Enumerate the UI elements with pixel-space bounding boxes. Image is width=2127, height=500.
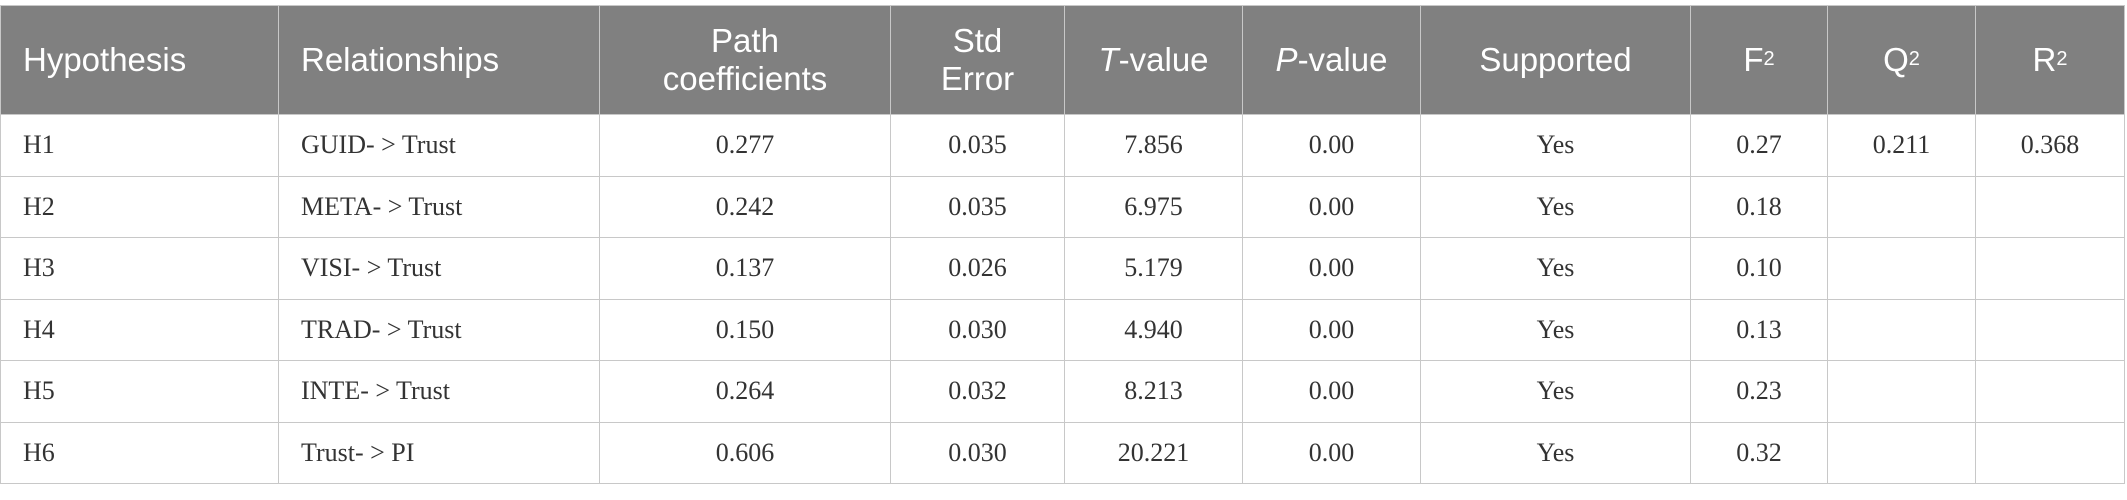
- cell-t: 20.221: [1064, 421, 1243, 484]
- cell-q2: [1827, 421, 1976, 484]
- cell-f2: 0.18: [1690, 175, 1828, 238]
- header-q-sup: 2: [1908, 48, 1920, 70]
- cell-r2: [1975, 421, 2125, 484]
- table-row: H1 GUID- > Trust 0.277 0.035 7.856 0.00 …: [0, 114, 2125, 177]
- header-t-rest: -value: [1118, 41, 1209, 78]
- cell-path: 0.264: [599, 360, 891, 423]
- cell-path: 0.606: [599, 421, 891, 484]
- cell-r2: 0.368: [1975, 114, 2125, 177]
- table-header: Hypothesis Relationships Path coefficient…: [0, 5, 2125, 115]
- cell-relationship: META- > Trust: [278, 175, 600, 238]
- cell-relationship: Trust- > PI: [278, 421, 600, 484]
- header-r-squared: R2: [1975, 5, 2125, 115]
- cell-hypothesis: H6: [0, 421, 279, 484]
- table-row: H2 META- > Trust 0.242 0.035 6.975 0.00 …: [0, 175, 2125, 238]
- cell-r2: [1975, 360, 2125, 423]
- cell-p: 0.00: [1242, 360, 1421, 423]
- cell-std: 0.030: [890, 298, 1065, 361]
- cell-q2: 0.211: [1827, 114, 1976, 177]
- cell-hypothesis: H1: [0, 114, 279, 177]
- table-row: H6 Trust- > PI 0.606 0.030 20.221 0.00 Y…: [0, 421, 2125, 484]
- header-t-value: T-value: [1064, 5, 1243, 115]
- header-path-coefficients: Path coefficients: [599, 5, 891, 115]
- header-t-italic: T: [1098, 41, 1119, 78]
- cell-relationship: GUID- > Trust: [278, 114, 600, 177]
- header-path-line1: Path: [711, 22, 779, 59]
- header-q-base: Q: [1883, 41, 1909, 78]
- cell-t: 4.940: [1064, 298, 1243, 361]
- header-q-squared: Q2: [1827, 5, 1976, 115]
- cell-hypothesis: H4: [0, 298, 279, 361]
- cell-std: 0.032: [890, 360, 1065, 423]
- header-p-italic: P: [1275, 41, 1298, 78]
- cell-std: 0.035: [890, 114, 1065, 177]
- hypothesis-results-table: Hypothesis Relationships Path coefficient…: [0, 5, 2125, 484]
- cell-f2: 0.10: [1690, 237, 1828, 300]
- cell-supported: Yes: [1420, 360, 1691, 423]
- cell-f2: 0.13: [1690, 298, 1828, 361]
- cell-t: 8.213: [1064, 360, 1243, 423]
- cell-f2: 0.23: [1690, 360, 1828, 423]
- cell-hypothesis: H5: [0, 360, 279, 423]
- cell-f2: 0.32: [1690, 421, 1828, 484]
- header-std-error: Std Error: [890, 5, 1065, 115]
- header-f-squared: F2: [1690, 5, 1828, 115]
- cell-p: 0.00: [1242, 114, 1421, 177]
- cell-t: 7.856: [1064, 114, 1243, 177]
- table-row: H5 INTE- > Trust 0.264 0.032 8.213 0.00 …: [0, 360, 2125, 423]
- cell-q2: [1827, 175, 1976, 238]
- cell-relationship: TRAD- > Trust: [278, 298, 600, 361]
- header-row: Hypothesis Relationships Path coefficient…: [0, 5, 2125, 115]
- header-relationships: Relationships: [278, 5, 600, 115]
- cell-f2: 0.27: [1690, 114, 1828, 177]
- cell-t: 5.179: [1064, 237, 1243, 300]
- table-row: H3 VISI- > Trust 0.137 0.026 5.179 0.00 …: [0, 237, 2125, 300]
- header-std-line1: Std: [952, 22, 1003, 59]
- header-supported: Supported: [1420, 5, 1691, 115]
- table-body: H1 GUID- > Trust 0.277 0.035 7.856 0.00 …: [0, 114, 2125, 484]
- cell-p: 0.00: [1242, 237, 1421, 300]
- header-std-line2: Error: [940, 60, 1015, 97]
- cell-p: 0.00: [1242, 421, 1421, 484]
- cell-supported: Yes: [1420, 421, 1691, 484]
- cell-q2: [1827, 298, 1976, 361]
- cell-std: 0.026: [890, 237, 1065, 300]
- cell-p: 0.00: [1242, 175, 1421, 238]
- cell-hypothesis: H3: [0, 237, 279, 300]
- cell-supported: Yes: [1420, 237, 1691, 300]
- cell-p: 0.00: [1242, 298, 1421, 361]
- header-f-base: F: [1743, 41, 1764, 78]
- header-hypothesis: Hypothesis: [0, 5, 279, 115]
- cell-supported: Yes: [1420, 114, 1691, 177]
- cell-path: 0.150: [599, 298, 891, 361]
- cell-path: 0.277: [599, 114, 891, 177]
- cell-t: 6.975: [1064, 175, 1243, 238]
- table-row: H4 TRAD- > Trust 0.150 0.030 4.940 0.00 …: [0, 298, 2125, 361]
- header-r-sup: 2: [2056, 48, 2068, 70]
- cell-supported: Yes: [1420, 298, 1691, 361]
- cell-hypothesis: H2: [0, 175, 279, 238]
- cell-r2: [1975, 175, 2125, 238]
- cell-path: 0.242: [599, 175, 891, 238]
- cell-supported: Yes: [1420, 175, 1691, 238]
- cell-r2: [1975, 237, 2125, 300]
- cell-r2: [1975, 298, 2125, 361]
- cell-relationship: INTE- > Trust: [278, 360, 600, 423]
- cell-relationship: VISI- > Trust: [278, 237, 600, 300]
- cell-std: 0.030: [890, 421, 1065, 484]
- header-r-base: R: [2032, 41, 2057, 78]
- cell-q2: [1827, 237, 1976, 300]
- header-f-sup: 2: [1763, 48, 1775, 70]
- header-path-line2: coefficients: [662, 60, 828, 97]
- cell-q2: [1827, 360, 1976, 423]
- header-p-value: P-value: [1242, 5, 1421, 115]
- cell-path: 0.137: [599, 237, 891, 300]
- header-p-rest: -value: [1297, 41, 1388, 78]
- cell-std: 0.035: [890, 175, 1065, 238]
